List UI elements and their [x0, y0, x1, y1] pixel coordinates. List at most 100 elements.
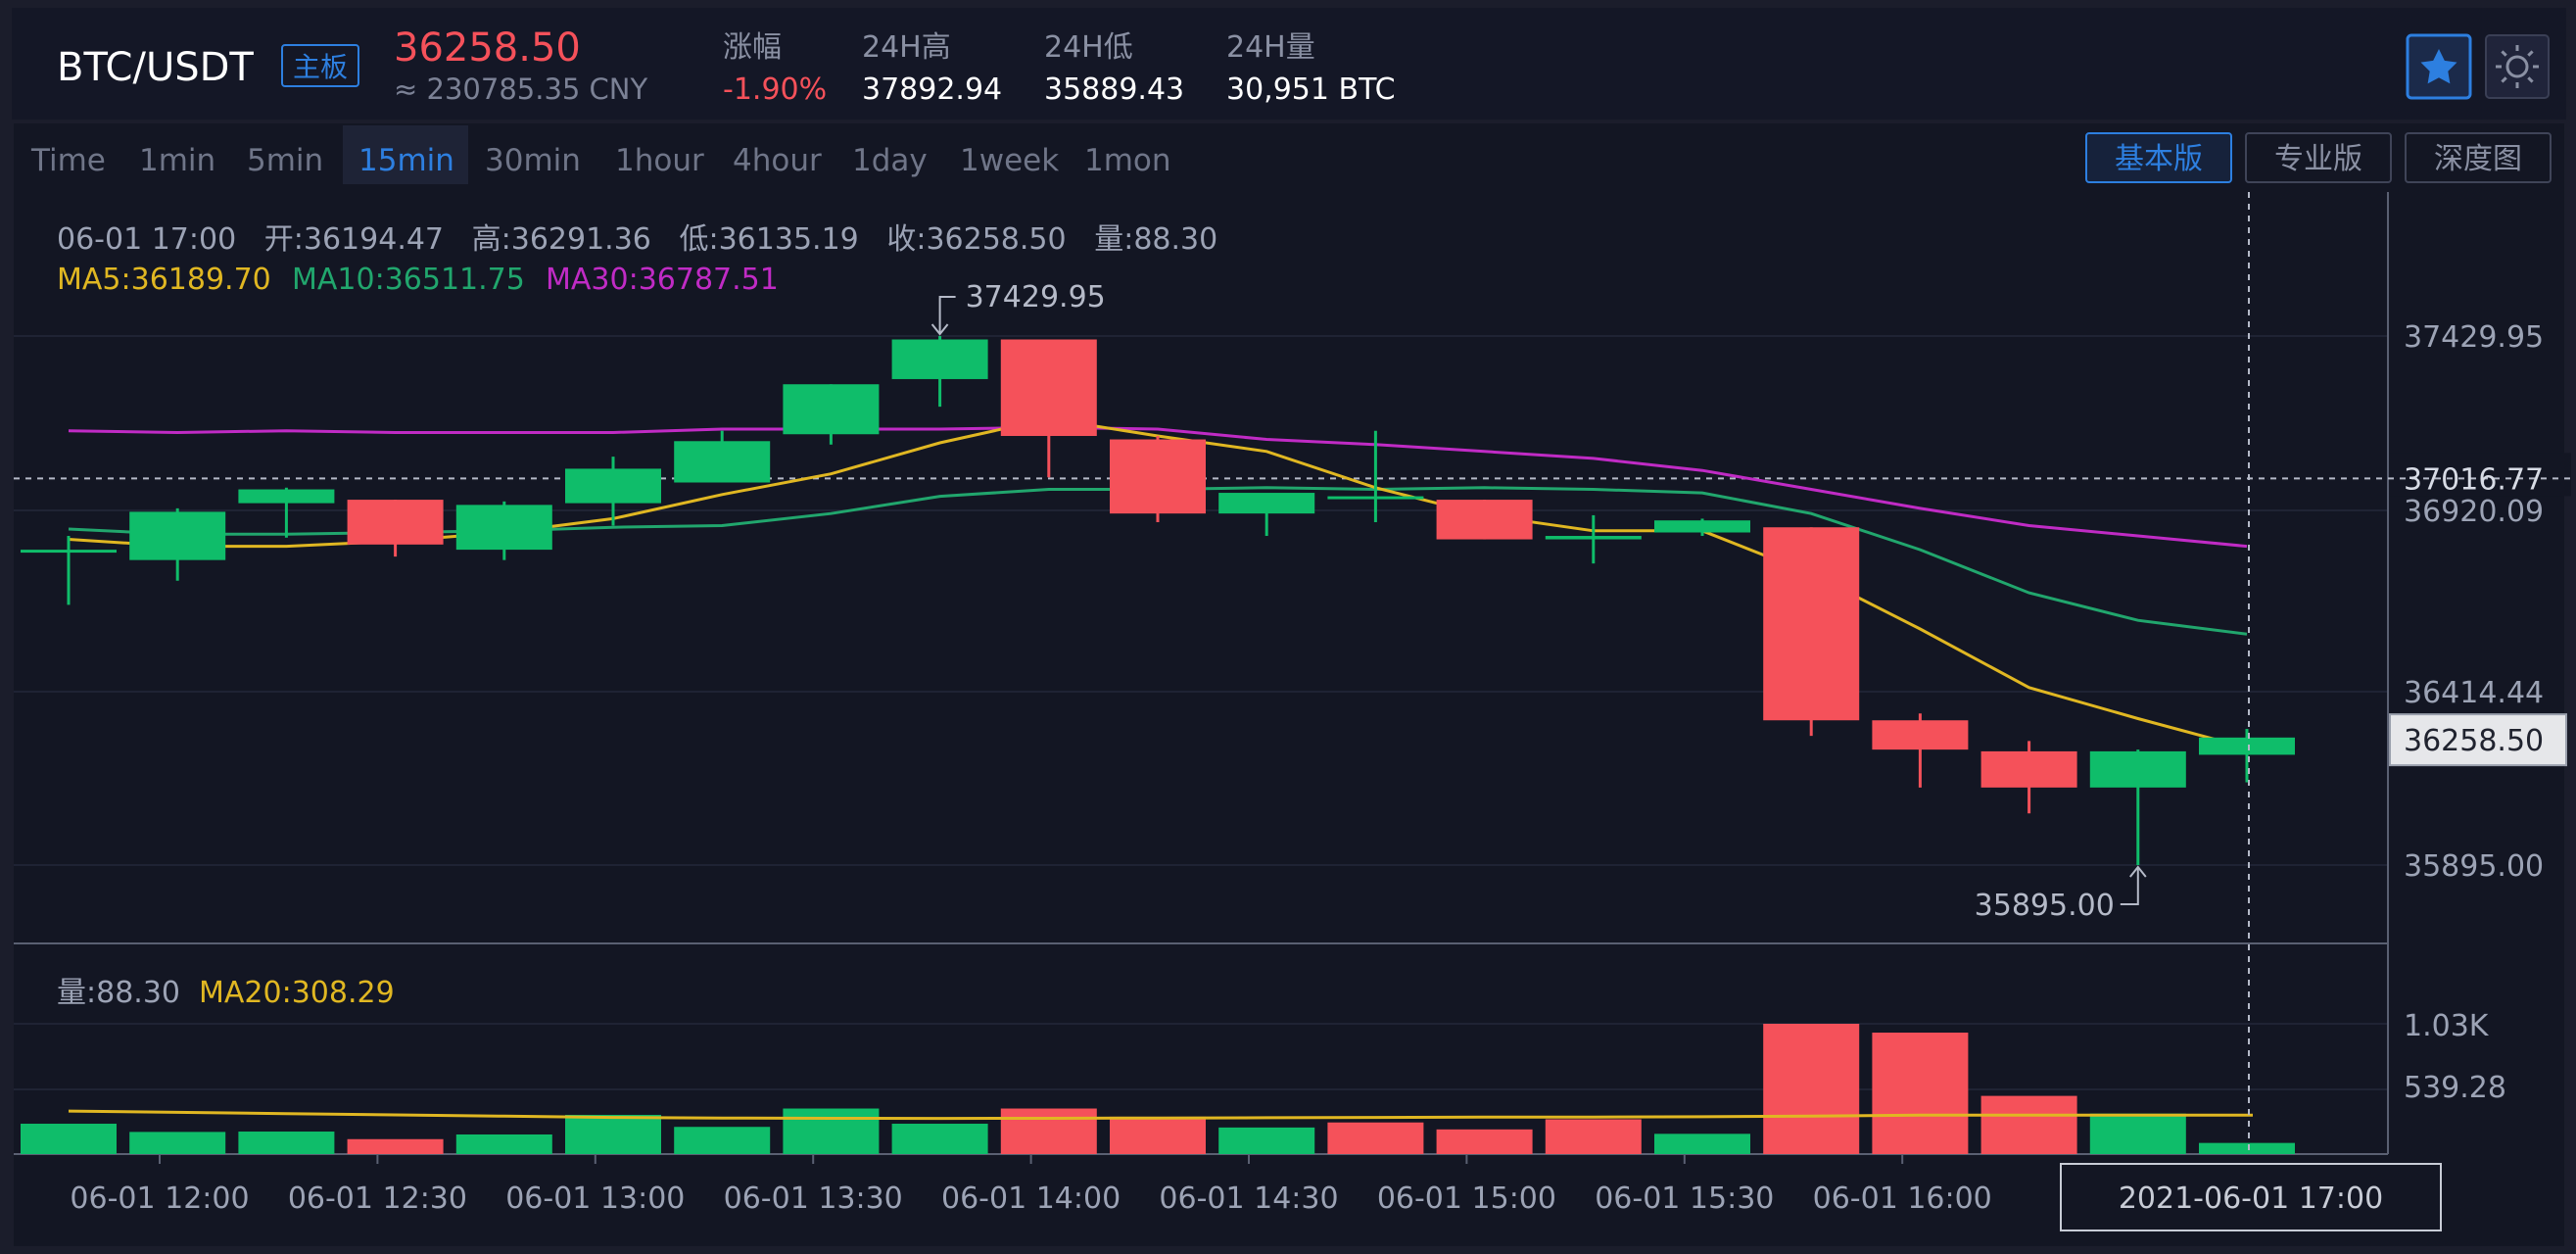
max-annotation-leader — [938, 296, 956, 334]
volume-bar-19 — [1980, 1095, 2077, 1154]
volume-bar-2 — [129, 1132, 226, 1154]
min-price-annotation: 35895.00 — [1975, 889, 2115, 923]
time-tick-label-5: 06-01 14:00 — [941, 1182, 1121, 1216]
last-price-tag — [2389, 713, 2567, 767]
candle-body-10 — [1000, 339, 1097, 437]
interval-tab-1min[interactable]: 1min — [139, 143, 215, 178]
volume-tick-label-2: 539.28 — [2404, 1071, 2506, 1105]
volume-bar-4 — [347, 1138, 444, 1154]
view-button-frame-3[interactable] — [2405, 132, 2552, 183]
ma5-legend: MA5:36189.70 — [57, 263, 271, 297]
interval-tab-4hour[interactable]: 4hour — [733, 143, 822, 178]
candle-body-16 — [1654, 520, 1750, 533]
price-axis: 37429.95 36920.09 36414.44 35895.00 1.03K 539… — [14, 320, 2576, 1105]
volume-bar-12 — [1218, 1127, 1315, 1154]
view-mode-buttons: 基本版 专业版 深度图 — [2085, 132, 2552, 183]
interval-tab-1hour[interactable]: 1hour — [615, 143, 704, 178]
interval-tab-time[interactable]: Time — [30, 143, 106, 178]
time-tick-label-3: 06-01 13:00 — [505, 1182, 685, 1216]
time-tick-label-2: 06-01 12:30 — [288, 1182, 467, 1216]
candle-body-9 — [891, 339, 988, 379]
chart-area — [14, 123, 2564, 1246]
crosshair-time-label: 2021-06-01 17:00 — [2119, 1182, 2383, 1216]
star-icon — [2420, 49, 2457, 84]
favorite-button[interactable] — [2406, 33, 2472, 100]
last-price-tag-label: 36258.50 — [2404, 724, 2544, 758]
interval-tab-30min[interactable]: 30min — [485, 143, 581, 178]
ma30-line — [68, 425, 2248, 549]
candle-body-1 — [21, 550, 117, 554]
min-annotation-arrow — [2129, 865, 2147, 878]
view-button-frame-2[interactable] — [2245, 132, 2392, 183]
candle-body-3 — [238, 489, 335, 504]
volume-bar-8 — [783, 1108, 880, 1154]
time-axis: 06-01 12:00 06-01 12:30 06-01 13:00 06-01 1… — [70, 1154, 2442, 1231]
interval-tabs: Time 1min 5min 15min 30min 1hour 4hour 1day 1wee… — [30, 143, 1171, 178]
price-tick-label-2: 36920.09 — [2404, 495, 2544, 529]
stat-change-label: 涨幅 — [723, 30, 782, 65]
crosshair-time-tag — [2060, 1163, 2442, 1231]
volume-bar-6 — [565, 1114, 661, 1154]
volume-ma20-legend: MA20:308.29 — [199, 976, 395, 1010]
candle-body-18 — [1872, 720, 1969, 750]
stat-volume-value: 30,951 BTC — [1226, 72, 1396, 107]
volume-bar-14 — [1436, 1129, 1533, 1154]
volume-bar-20 — [2089, 1113, 2186, 1154]
candle-body-2 — [129, 511, 226, 560]
volume-bar-15 — [1545, 1119, 1642, 1154]
max-annotation-arrow — [930, 323, 949, 336]
candle-body-6 — [565, 468, 661, 504]
view-button-3[interactable]: 深度图 — [2434, 142, 2522, 176]
volume-series — [21, 1024, 2295, 1154]
theme-toggle-button[interactable] — [2485, 34, 2550, 99]
time-tick-label-7: 06-01 15:00 — [1377, 1182, 1556, 1216]
view-button-2[interactable]: 专业版 — [2274, 142, 2362, 176]
candle-body-17 — [1763, 527, 1860, 721]
chart-annotations: 37429.95 35895.00 — [930, 192, 2250, 1154]
time-tick-label-8: 06-01 15:30 — [1595, 1182, 1774, 1216]
ma30-legend: MA30:36787.51 — [546, 263, 779, 297]
time-tick-label-9: 06-01 16:00 — [1813, 1182, 1992, 1216]
interval-tab-1week[interactable]: 1week — [960, 143, 1059, 178]
price-tick-label-1: 37429.95 — [2404, 320, 2544, 355]
ticker-header — [12, 8, 2566, 120]
interval-tab-1mon[interactable]: 1mon — [1084, 143, 1171, 178]
volume-bar-21 — [2199, 1142, 2295, 1154]
volume-ma20-line — [68, 1109, 2253, 1121]
volume-bar-10 — [1000, 1108, 1097, 1154]
last-price: 36258.50 — [394, 25, 581, 71]
volume-bar-16 — [1654, 1133, 1750, 1154]
board-badge: 主板 — [293, 51, 348, 83]
stat-low-label: 24H低 — [1044, 30, 1133, 65]
candle-body-14 — [1436, 500, 1533, 540]
interval-tab-1day[interactable]: 1day — [852, 143, 928, 178]
interval-tab-5min[interactable]: 5min — [247, 143, 323, 178]
stat-high-label: 24H高 — [862, 30, 951, 65]
candle-body-15 — [1545, 536, 1642, 540]
interval-tab-15min[interactable]: 15min — [358, 143, 454, 178]
candlestick-series — [21, 335, 2295, 865]
candle-body-4 — [347, 500, 444, 545]
pair-name[interactable]: BTC/USDT — [57, 45, 254, 90]
min-annotation-leader — [2120, 867, 2139, 905]
volume-bar-1 — [21, 1124, 117, 1154]
view-button-1[interactable]: 基本版 — [2115, 142, 2203, 176]
interval-active-bg — [343, 125, 468, 184]
volume-bar-17 — [1763, 1024, 1860, 1154]
volume-bar-7 — [674, 1127, 771, 1154]
time-tick-label-1: 06-01 12:00 — [70, 1182, 249, 1216]
volume-bar-13 — [1327, 1122, 1424, 1154]
price-tick-label-3: 36414.44 — [2404, 676, 2544, 710]
stat-low-value: 35889.43 — [1044, 72, 1184, 107]
ma10-legend: MA10:36511.75 — [292, 263, 525, 297]
board-badge-frame — [281, 44, 359, 87]
cny-price: ≈ 230785.35 CNY — [394, 72, 648, 106]
stat-high-value: 37892.94 — [862, 72, 1002, 107]
stat-volume-label: 24H量 — [1226, 30, 1315, 65]
view-button-frame-1[interactable] — [2085, 132, 2232, 183]
candle-body-7 — [674, 441, 771, 483]
volume-bar-11 — [1110, 1116, 1206, 1154]
volume-bar-18 — [1872, 1033, 1969, 1154]
volume-bar-5 — [455, 1133, 552, 1154]
